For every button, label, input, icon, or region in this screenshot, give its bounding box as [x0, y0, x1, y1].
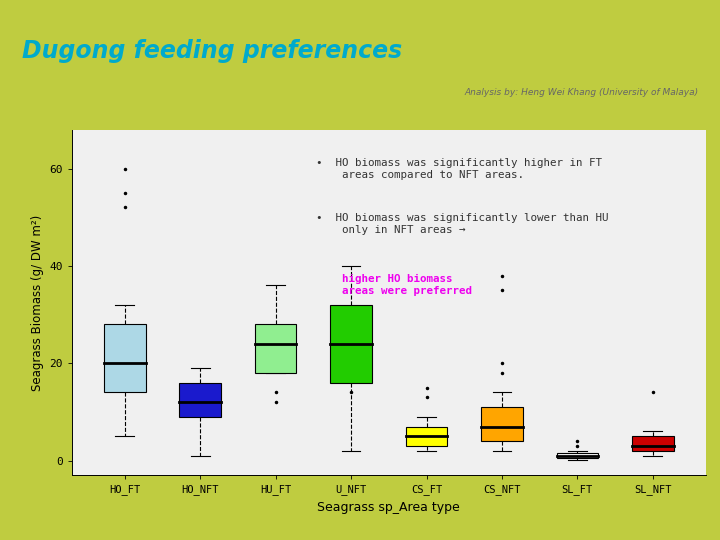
Bar — [557, 453, 598, 458]
Text: •  HO biomass was significantly higher in FT
    areas compared to NFT areas.: • HO biomass was significantly higher in… — [316, 158, 602, 179]
X-axis label: Seagrass sp_Area type: Seagrass sp_Area type — [318, 501, 460, 514]
Bar — [104, 325, 145, 393]
Text: •  HO biomass was significantly lower than HU
    only in NFT areas →: • HO biomass was significantly lower tha… — [316, 213, 608, 235]
Text: Dugong feeding preferences: Dugong feeding preferences — [22, 38, 402, 63]
Y-axis label: Seagrass Biomass (g/ DW m²): Seagrass Biomass (g/ DW m²) — [31, 214, 44, 390]
Text: higher HO biomass
    areas were preferred: higher HO biomass areas were preferred — [316, 274, 472, 296]
Bar — [481, 407, 523, 441]
Bar — [632, 436, 673, 451]
Bar — [406, 427, 447, 446]
Bar — [255, 325, 297, 373]
Text: Analysis by: Heng Wei Khang (University of Malaya): Analysis by: Heng Wei Khang (University … — [464, 88, 698, 97]
Bar — [330, 305, 372, 383]
Bar — [179, 383, 221, 417]
